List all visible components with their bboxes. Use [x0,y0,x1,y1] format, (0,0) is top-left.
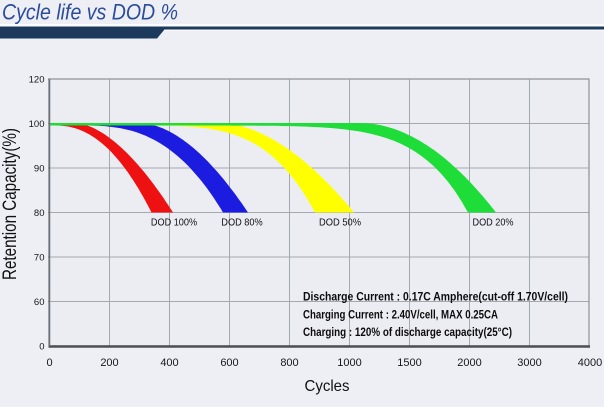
svg-text:4000: 4000 [578,357,602,369]
svg-text:1500: 1500 [397,357,421,369]
svg-text:90: 90 [34,163,45,174]
svg-text:800: 800 [280,357,298,369]
svg-text:0: 0 [46,357,52,369]
svg-text:120: 120 [29,74,45,85]
svg-text:Discharge Current : 0.17C Amph: Discharge Current : 0.17C Amphere(cut-of… [303,291,568,303]
svg-text:100: 100 [29,119,45,130]
svg-text:400: 400 [160,357,178,369]
svg-text:Charging Current : 2.40V/cell,: Charging Current : 2.40V/cell, MAX 0.25C… [303,309,498,321]
svg-text:Charging : 120% of discharge c: Charging : 120% of discharge capacity(25… [303,327,512,339]
svg-text:600: 600 [220,357,238,369]
svg-text:DOD 20%: DOD 20% [473,216,514,228]
svg-text:Retention Capacity(%): Retention Capacity(%) [0,128,21,280]
svg-text:2000: 2000 [457,357,481,369]
svg-text:DOD 100%: DOD 100% [151,216,197,228]
svg-text:200: 200 [100,357,118,369]
svg-text:80: 80 [34,208,45,219]
svg-text:70: 70 [34,252,45,263]
svg-text:60: 60 [34,297,45,308]
svg-text:Cycle life vs DOD %: Cycle life vs DOD % [2,0,178,25]
svg-text:DOD 80%: DOD 80% [221,216,262,228]
svg-text:0: 0 [39,341,44,352]
svg-text:Cycles: Cycles [305,378,350,395]
svg-text:3000: 3000 [517,357,541,369]
svg-text:1000: 1000 [337,357,361,369]
svg-text:DOD 50%: DOD 50% [319,216,361,228]
